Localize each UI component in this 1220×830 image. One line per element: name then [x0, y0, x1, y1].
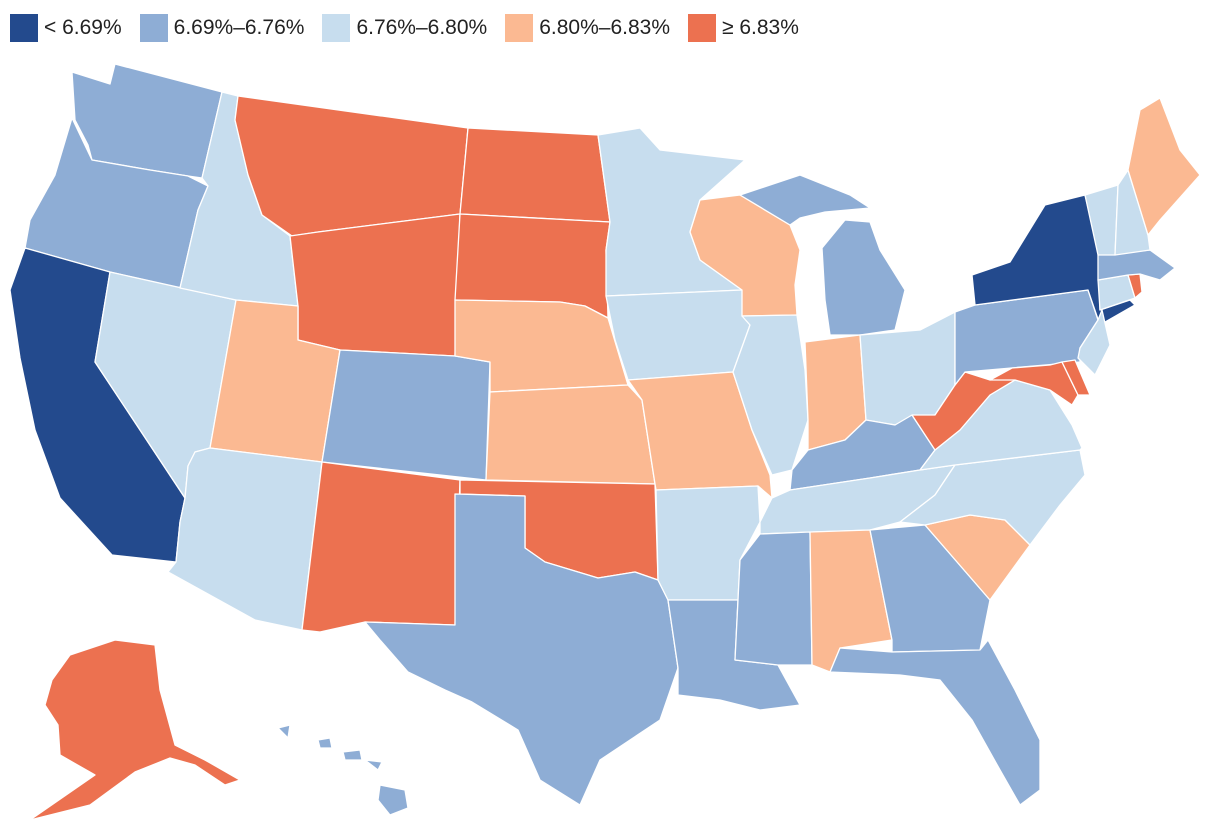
legend-swatch	[10, 14, 38, 42]
state-wyoming[interactable]	[289, 213, 461, 357]
state-massachusetts[interactable]	[1097, 249, 1176, 281]
state-colorado[interactable]	[321, 349, 491, 481]
legend-swatch	[688, 14, 716, 42]
state-arizona[interactable]	[167, 447, 323, 631]
state-north-dakota[interactable]	[459, 127, 611, 223]
state-iowa[interactable]	[605, 289, 751, 381]
legend-label: 6.76%–6.80%	[356, 16, 488, 39]
state-delaware[interactable]	[1061, 359, 1091, 396]
state-new-hampshire[interactable]	[1114, 169, 1151, 256]
state-texas[interactable]	[364, 493, 679, 806]
state-illinois[interactable]	[732, 314, 809, 476]
state-wisconsin[interactable]	[689, 194, 801, 317]
legend-label: 6.80%–6.83%	[539, 16, 670, 39]
state-maine[interactable]	[1127, 97, 1201, 236]
legend-label: 6.69%–6.76%	[173, 16, 305, 39]
state-north-carolina[interactable]	[899, 449, 1086, 546]
map-legend: < 6.69% 6.69%–6.76% 6.76%–6.80% 6.80%–6.…	[10, 12, 817, 44]
legend-swatch	[139, 14, 168, 42]
state-alaska[interactable]	[29, 639, 241, 821]
state-new-mexico[interactable]	[301, 461, 461, 633]
state-montana[interactable]	[234, 95, 469, 237]
legend-item-6-76-to-6-80: 6.76%–6.80%	[322, 14, 487, 42]
legend-item-gte-6-83: ≥ 6.83%	[688, 14, 799, 42]
state-michigan[interactable]	[739, 174, 906, 336]
legend-item-6-80-to-6-83: 6.80%–6.83%	[505, 14, 670, 42]
legend-item-lt-6-69: < 6.69%	[10, 14, 122, 42]
state-kansas[interactable]	[485, 384, 656, 485]
legend-swatch	[505, 14, 534, 42]
legend-label: < 6.69%	[44, 16, 122, 39]
state-hawaii[interactable]	[277, 724, 409, 816]
state-new-jersey[interactable]	[1077, 309, 1111, 376]
legend-swatch	[322, 14, 351, 42]
legend-item-6-69-to-6-76: 6.69%–6.76%	[139, 14, 305, 42]
state-mississippi[interactable]	[734, 531, 813, 666]
legend-label: ≥ 6.83%	[722, 16, 799, 39]
state-florida[interactable]	[829, 639, 1041, 806]
